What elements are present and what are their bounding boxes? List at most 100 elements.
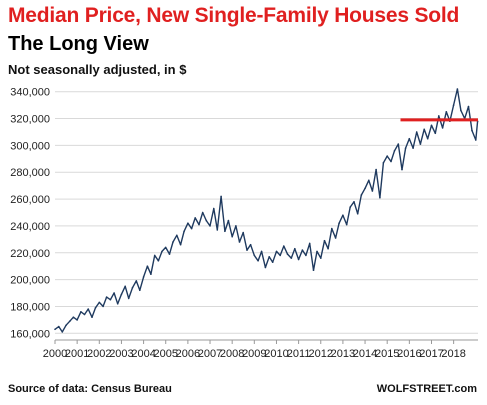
data-point bbox=[194, 217, 196, 219]
data-point bbox=[157, 260, 160, 262]
data-point bbox=[139, 289, 141, 292]
data-point bbox=[467, 105, 470, 108]
data-point bbox=[279, 254, 282, 257]
x-tick-label: 2018 bbox=[441, 348, 465, 360]
x-tick-label: 2004 bbox=[131, 348, 155, 360]
y-tick-label: 200,000 bbox=[10, 275, 50, 287]
data-point bbox=[238, 241, 241, 243]
data-point bbox=[294, 247, 296, 250]
data-point bbox=[187, 222, 189, 224]
data-point bbox=[135, 280, 138, 282]
data-point bbox=[345, 223, 348, 226]
x-tick-label: 2015 bbox=[375, 348, 399, 360]
data-point bbox=[58, 325, 60, 328]
data-point bbox=[164, 246, 167, 249]
data-point bbox=[257, 260, 259, 262]
data-point bbox=[65, 324, 67, 327]
data-point bbox=[253, 254, 256, 257]
x-tick-label: 2013 bbox=[331, 348, 355, 360]
data-point bbox=[220, 195, 222, 198]
data-point bbox=[342, 214, 344, 216]
data-point bbox=[327, 247, 329, 250]
data-point bbox=[116, 303, 119, 305]
data-point bbox=[153, 254, 156, 257]
y-tick-label: 160,000 bbox=[10, 328, 50, 340]
data-point bbox=[419, 143, 422, 145]
price-series-line bbox=[54, 88, 479, 333]
data-point bbox=[353, 201, 355, 203]
data-point bbox=[201, 211, 204, 214]
data-point bbox=[320, 257, 322, 259]
x-tick-label: 2011 bbox=[287, 348, 311, 360]
x-tick-label: 2006 bbox=[176, 348, 200, 360]
x-tick-label: 2017 bbox=[419, 348, 443, 360]
source-label: Source of data: Census Bureau bbox=[8, 383, 172, 395]
data-point bbox=[390, 160, 392, 163]
data-point bbox=[231, 235, 233, 238]
data-point bbox=[275, 250, 278, 253]
data-point bbox=[209, 225, 211, 227]
x-tick-label: 2003 bbox=[109, 348, 133, 360]
x-tick-label: 2007 bbox=[198, 348, 222, 360]
y-tick-label: 220,000 bbox=[10, 248, 50, 260]
data-point bbox=[308, 242, 311, 245]
data-point bbox=[127, 297, 130, 300]
data-point bbox=[76, 319, 78, 321]
data-point bbox=[349, 206, 352, 208]
data-point bbox=[312, 269, 315, 272]
data-point bbox=[246, 249, 248, 251]
data-point bbox=[393, 150, 396, 152]
data-point bbox=[213, 207, 215, 210]
data-point bbox=[379, 196, 381, 199]
y-tick-label: 340,000 bbox=[10, 87, 50, 99]
data-point bbox=[338, 222, 340, 224]
data-point bbox=[445, 111, 448, 113]
data-point bbox=[61, 331, 64, 333]
data-point bbox=[334, 237, 337, 239]
data-point bbox=[475, 139, 477, 141]
data-point bbox=[434, 132, 437, 135]
data-point bbox=[235, 225, 237, 227]
data-point bbox=[360, 194, 363, 196]
x-tick-label: 2009 bbox=[242, 348, 266, 360]
data-point bbox=[224, 230, 226, 233]
data-point bbox=[364, 187, 366, 190]
x-tick-label: 2008 bbox=[220, 348, 244, 360]
data-point bbox=[98, 301, 101, 304]
data-point bbox=[102, 305, 104, 308]
data-point bbox=[205, 219, 208, 222]
data-point bbox=[142, 276, 145, 278]
y-tick-label: 300,000 bbox=[10, 140, 50, 152]
data-point bbox=[109, 298, 112, 301]
data-point bbox=[268, 255, 271, 258]
chart-title: Median Price, New Single-Family Houses S… bbox=[8, 4, 460, 27]
data-point bbox=[375, 168, 377, 171]
data-point bbox=[471, 129, 473, 132]
x-tick-label: 2014 bbox=[353, 348, 377, 360]
data-point bbox=[113, 292, 115, 294]
data-point bbox=[249, 243, 252, 246]
data-point bbox=[401, 168, 403, 171]
data-point bbox=[264, 266, 267, 269]
data-point bbox=[94, 307, 97, 309]
data-point bbox=[441, 127, 444, 129]
data-point bbox=[120, 293, 123, 296]
data-point bbox=[408, 137, 411, 140]
x-tick-label: 2001 bbox=[65, 348, 89, 360]
data-point bbox=[83, 313, 86, 316]
data-point bbox=[260, 250, 263, 253]
data-point bbox=[91, 316, 93, 319]
data-point bbox=[356, 213, 359, 215]
data-point bbox=[438, 115, 440, 117]
x-tick-label: 2016 bbox=[397, 348, 421, 360]
x-tick-label: 2010 bbox=[264, 348, 288, 360]
data-point bbox=[297, 258, 300, 261]
data-point bbox=[105, 296, 108, 298]
data-point bbox=[452, 104, 455, 106]
data-point bbox=[305, 254, 307, 257]
data-point bbox=[146, 265, 149, 268]
data-point bbox=[426, 137, 429, 140]
data-point bbox=[286, 253, 289, 255]
brand-label: WOLFSTREET.com bbox=[376, 383, 477, 395]
data-point bbox=[150, 273, 152, 276]
